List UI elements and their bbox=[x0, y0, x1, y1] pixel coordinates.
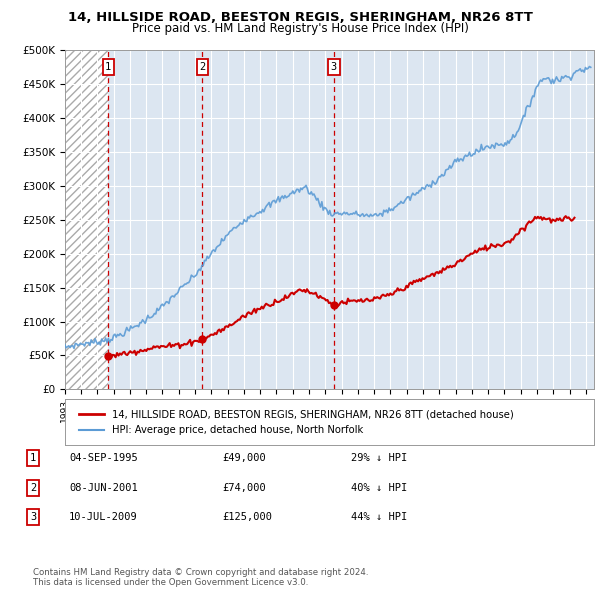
Text: 04-SEP-1995: 04-SEP-1995 bbox=[69, 453, 138, 463]
Legend: 14, HILLSIDE ROAD, BEESTON REGIS, SHERINGHAM, NR26 8TT (detached house), HPI: Av: 14, HILLSIDE ROAD, BEESTON REGIS, SHERIN… bbox=[75, 406, 518, 439]
Text: £74,000: £74,000 bbox=[222, 483, 266, 493]
Text: £125,000: £125,000 bbox=[222, 512, 272, 522]
Text: Price paid vs. HM Land Registry's House Price Index (HPI): Price paid vs. HM Land Registry's House … bbox=[131, 22, 469, 35]
Text: 10-JUL-2009: 10-JUL-2009 bbox=[69, 512, 138, 522]
Text: 40% ↓ HPI: 40% ↓ HPI bbox=[351, 483, 407, 493]
Text: 1: 1 bbox=[105, 62, 112, 72]
Text: 14, HILLSIDE ROAD, BEESTON REGIS, SHERINGHAM, NR26 8TT: 14, HILLSIDE ROAD, BEESTON REGIS, SHERIN… bbox=[68, 11, 532, 24]
Text: 1: 1 bbox=[30, 453, 36, 463]
Text: 2: 2 bbox=[30, 483, 36, 493]
Text: 2: 2 bbox=[199, 62, 205, 72]
Text: 08-JUN-2001: 08-JUN-2001 bbox=[69, 483, 138, 493]
Text: 3: 3 bbox=[30, 512, 36, 522]
Text: £49,000: £49,000 bbox=[222, 453, 266, 463]
Text: 29% ↓ HPI: 29% ↓ HPI bbox=[351, 453, 407, 463]
Text: 44% ↓ HPI: 44% ↓ HPI bbox=[351, 512, 407, 522]
Text: 3: 3 bbox=[331, 62, 337, 72]
Bar bbox=[65, 50, 109, 389]
Text: Contains HM Land Registry data © Crown copyright and database right 2024.
This d: Contains HM Land Registry data © Crown c… bbox=[33, 568, 368, 587]
